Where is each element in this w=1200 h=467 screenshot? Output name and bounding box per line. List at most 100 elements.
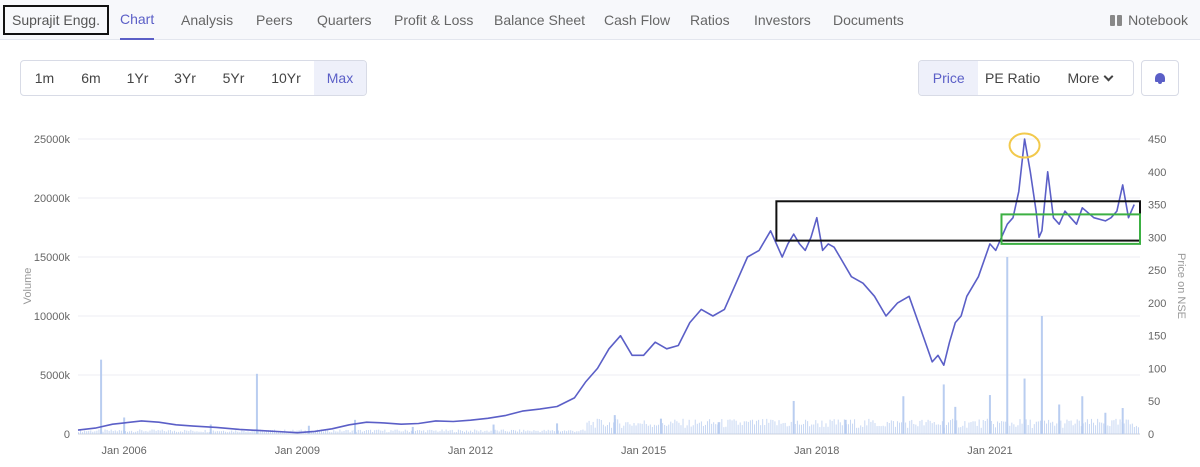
volume-bar <box>580 430 582 434</box>
volume-bar <box>819 427 821 434</box>
volume-bar <box>1104 412 1107 434</box>
more-label: More <box>1067 70 1100 86</box>
volume-bar <box>229 431 231 434</box>
volume-bar <box>978 419 980 434</box>
volume-bar <box>453 432 455 434</box>
x-tick-label: Jan 2009 <box>275 445 320 457</box>
volume-bar <box>194 431 196 434</box>
volume-bar <box>800 424 802 434</box>
volume-bar <box>165 431 167 434</box>
tab-chart[interactable]: Chart <box>120 0 155 40</box>
volume-bar <box>754 424 756 434</box>
range-10yr-button[interactable]: 10Yr <box>271 70 301 86</box>
volume-bar <box>711 423 713 434</box>
y-tick-label-volume: 10000k <box>34 311 71 323</box>
range-6m-button[interactable]: 6m <box>81 70 101 86</box>
volume-bar <box>343 431 345 434</box>
volume-bar <box>318 431 320 434</box>
volume-bar <box>680 425 682 434</box>
volume-bar <box>1121 422 1123 434</box>
y-tick-label-price: 300 <box>1148 232 1166 244</box>
volume-bar <box>1125 419 1127 434</box>
tab-ratios[interactable]: Ratios <box>690 12 730 28</box>
volume-bar <box>486 430 488 434</box>
volume-bar <box>206 432 208 434</box>
volume-bar <box>792 421 794 434</box>
volume-bar <box>827 426 829 434</box>
volume-bar <box>1044 420 1046 434</box>
volume-bar <box>116 431 118 434</box>
volume-bar <box>429 429 431 434</box>
range-5yr-button[interactable]: 5Yr <box>222 70 245 86</box>
x-tick-label: Jan 2015 <box>621 445 666 457</box>
tab-analysis[interactable]: Analysis <box>181 12 234 28</box>
volume-bar <box>492 424 495 434</box>
y-axis-title-volume: Volume <box>22 268 34 305</box>
volume-bar <box>594 427 596 434</box>
volume-bar <box>696 423 698 434</box>
volume-bar <box>774 421 776 434</box>
volume-bar <box>186 430 188 434</box>
volume-bar <box>251 431 253 434</box>
volume-bar <box>976 425 978 434</box>
volume-bar <box>470 430 472 434</box>
volume-bar <box>333 430 335 434</box>
volume-bar <box>504 431 506 434</box>
more-button[interactable]: More <box>1047 61 1133 95</box>
volume-bar <box>1131 423 1133 434</box>
volume-bar <box>939 424 941 434</box>
volume-bar <box>1052 421 1054 434</box>
tab-balance-sheet[interactable]: Balance Sheet <box>494 12 586 28</box>
volume-bar <box>245 431 247 434</box>
alert-button[interactable] <box>1141 60 1179 96</box>
price-button[interactable]: Price <box>919 61 979 95</box>
volume-bar <box>999 422 1001 434</box>
volume-bar <box>625 422 627 434</box>
volume-bar <box>1123 423 1125 434</box>
tab-quarters[interactable]: Quarters <box>317 12 372 28</box>
volume-bar <box>218 431 220 434</box>
volume-bar <box>417 430 419 434</box>
volume-bar <box>892 421 894 434</box>
volume-bar <box>1025 419 1027 434</box>
volume-bar <box>1009 425 1011 434</box>
pe-ratio-button[interactable]: PE Ratio <box>984 70 1041 86</box>
volume-bar <box>690 426 692 434</box>
volume-bar <box>856 427 858 434</box>
volume-bar <box>1088 424 1090 434</box>
tab-investors[interactable]: Investors <box>754 12 811 28</box>
range-1yr-button[interactable]: 1Yr <box>126 70 149 86</box>
volume-bar <box>241 430 243 434</box>
tab-profit-loss[interactable]: Profit & Loss <box>394 12 474 28</box>
volume-bar <box>815 420 817 434</box>
tab-peers[interactable]: Peers <box>256 12 293 28</box>
volume-bar <box>400 431 402 434</box>
volume-bar <box>1090 418 1092 434</box>
volume-bar <box>127 431 129 434</box>
tab-cash-flow[interactable]: Cash Flow <box>604 12 671 28</box>
tab-documents[interactable]: Documents <box>833 12 904 28</box>
volume-bar <box>739 422 741 434</box>
volume-bar <box>788 425 790 434</box>
volume-bar <box>586 422 588 434</box>
company-name-box[interactable]: Suprajit Engg. <box>3 5 109 35</box>
volume-bar <box>933 422 935 434</box>
notebook-link[interactable]: Notebook <box>1110 0 1188 40</box>
range-1m-button[interactable]: 1m <box>34 70 55 86</box>
volume-bar <box>770 419 772 434</box>
volume-bar <box>1054 425 1056 434</box>
volume-bar <box>370 429 372 434</box>
volume-bar <box>411 426 414 434</box>
volume-bar <box>849 419 851 434</box>
volume-bar <box>106 429 108 434</box>
volume-bars <box>78 257 1139 434</box>
volume-bar <box>704 424 706 434</box>
range-max-button[interactable]: Max <box>314 61 366 95</box>
volume-bar <box>649 424 651 434</box>
volume-bar <box>137 431 139 434</box>
volume-bar <box>147 431 149 434</box>
volume-bar <box>1066 419 1068 434</box>
range-3yr-button[interactable]: 3Yr <box>174 70 196 86</box>
volume-bar <box>723 427 725 434</box>
volume-bar <box>721 419 723 434</box>
